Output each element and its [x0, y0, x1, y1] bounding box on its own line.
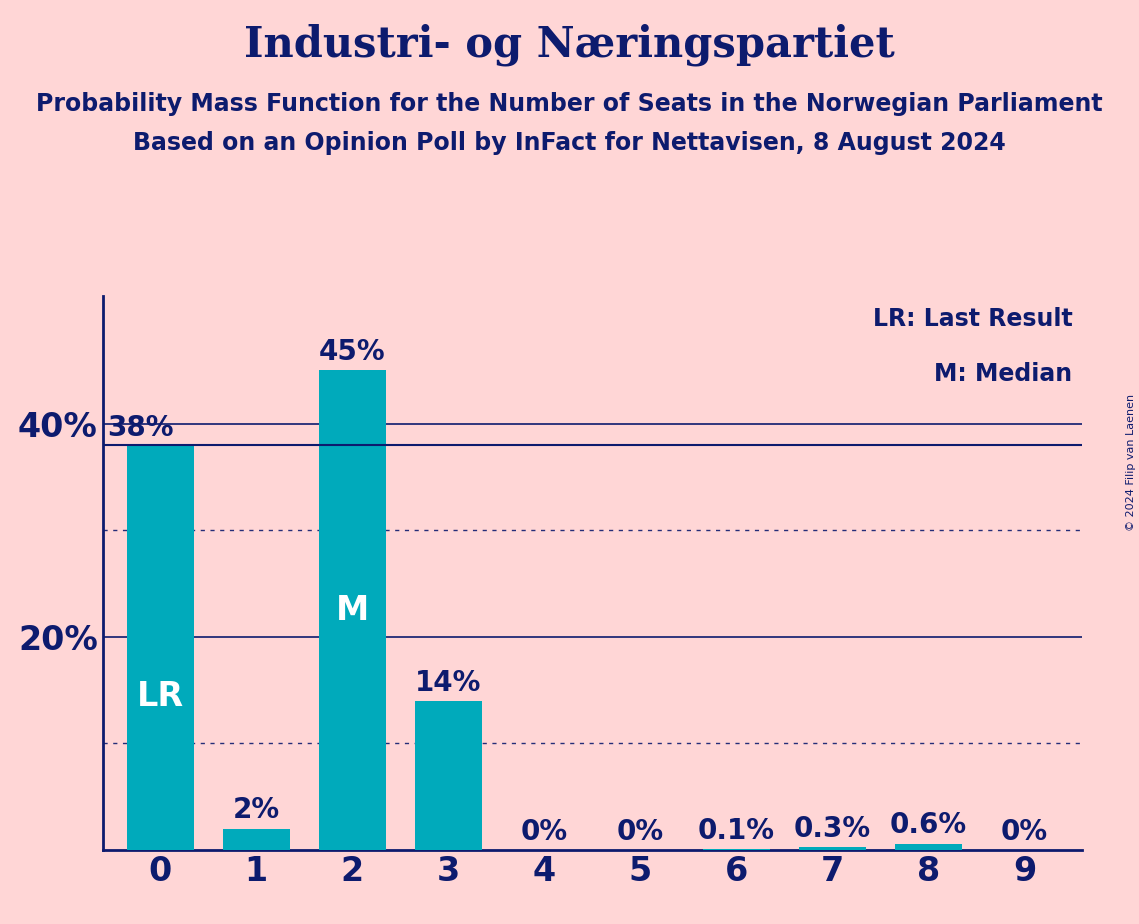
Text: 2%: 2%	[232, 796, 280, 824]
Text: 45%: 45%	[319, 338, 385, 366]
Bar	[895, 844, 962, 850]
Text: M: Median: M: Median	[934, 362, 1072, 386]
Text: 14%: 14%	[415, 669, 482, 697]
Text: 0%: 0%	[521, 818, 568, 845]
Text: 0.3%: 0.3%	[794, 815, 871, 843]
Bar	[126, 445, 194, 850]
Bar	[319, 371, 386, 850]
Text: 0%: 0%	[1001, 818, 1048, 845]
Text: Probability Mass Function for the Number of Seats in the Norwegian Parliament: Probability Mass Function for the Number…	[36, 92, 1103, 116]
Text: © 2024 Filip van Laenen: © 2024 Filip van Laenen	[1126, 394, 1136, 530]
Bar	[222, 829, 289, 850]
Text: 0%: 0%	[616, 818, 664, 845]
Bar	[798, 847, 866, 850]
Text: LR: LR	[137, 680, 183, 712]
Text: 38%: 38%	[107, 414, 174, 442]
Bar	[415, 700, 482, 850]
Text: Industri- og Næringspartiet: Industri- og Næringspartiet	[244, 23, 895, 66]
Text: Based on an Opinion Poll by InFact for Nettavisen, 8 August 2024: Based on an Opinion Poll by InFact for N…	[133, 131, 1006, 155]
Text: M: M	[336, 594, 369, 626]
Bar	[703, 849, 770, 850]
Text: 0.1%: 0.1%	[698, 817, 775, 845]
Text: 0.6%: 0.6%	[890, 811, 967, 839]
Text: LR: Last Result: LR: Last Result	[872, 307, 1072, 331]
